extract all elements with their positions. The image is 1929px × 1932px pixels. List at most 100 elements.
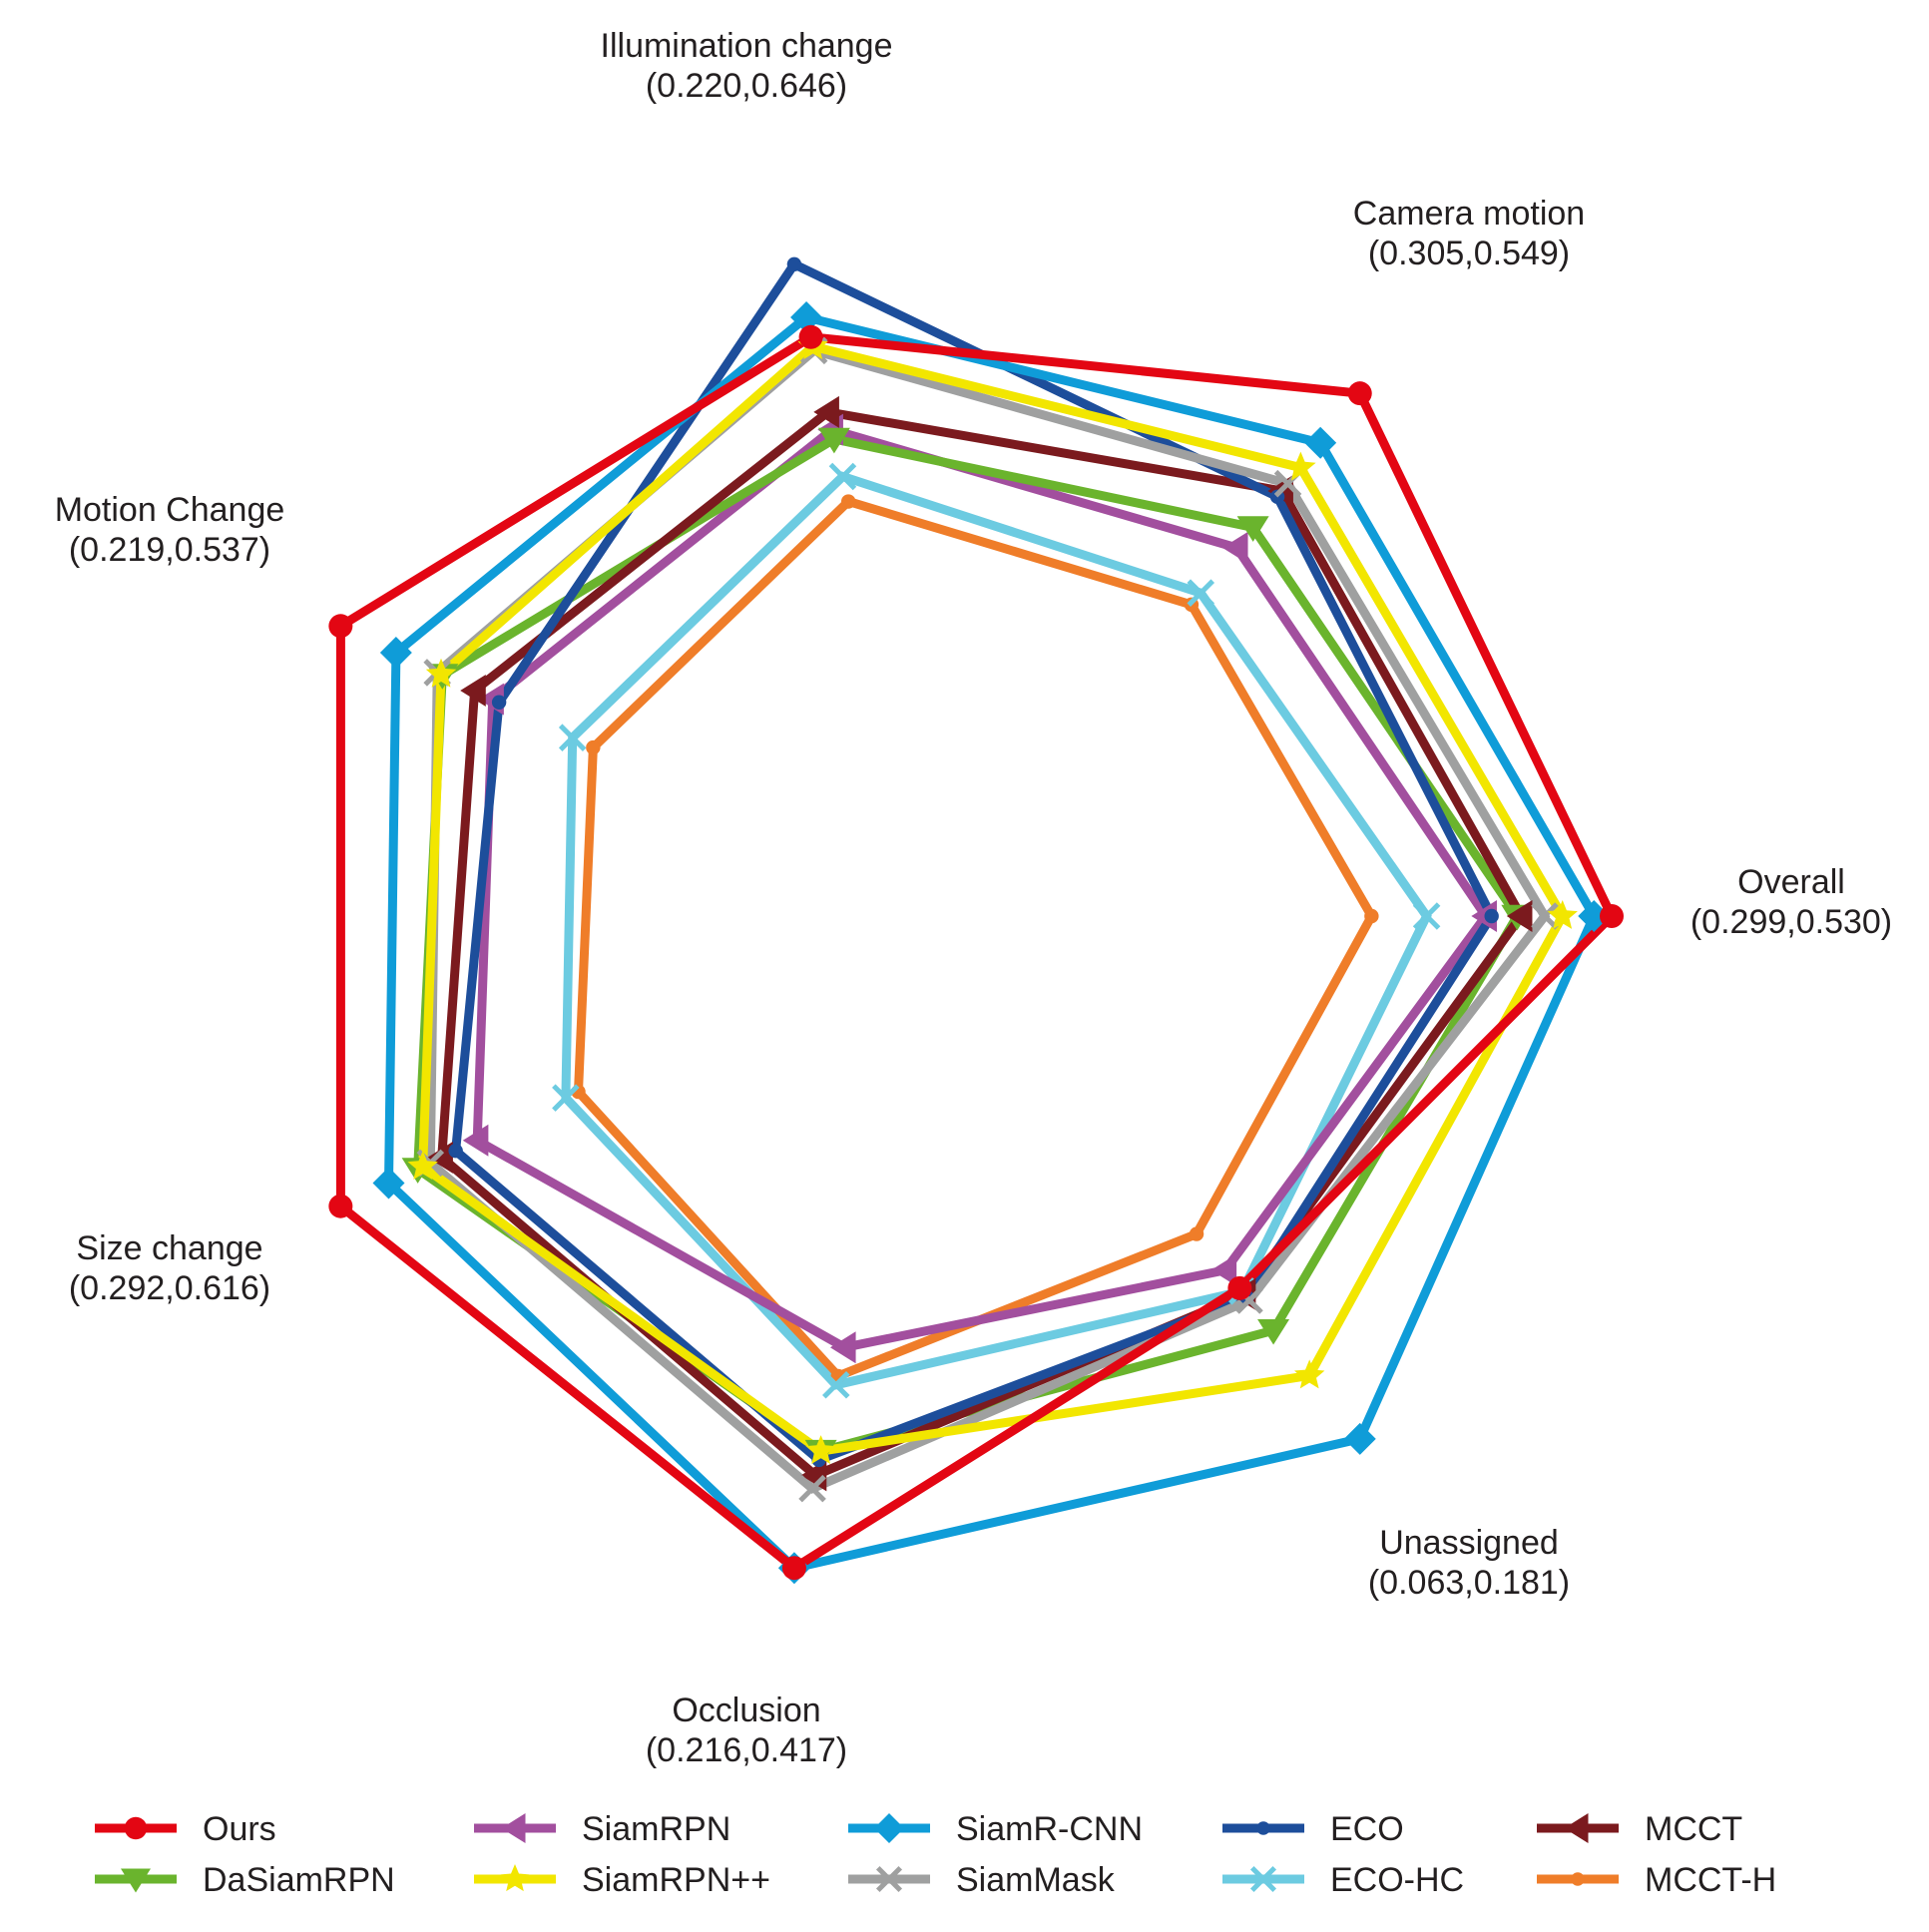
marker-ours-overall xyxy=(1600,904,1624,928)
marker-ours-motion-change xyxy=(328,614,353,639)
series-line-mcct-h xyxy=(573,496,1377,1382)
legend-item-dasiamrpn: DaSiamRPN xyxy=(95,1861,395,1899)
legend-marker-siamr-cnn xyxy=(874,1813,904,1843)
marker-siamrpn-motion-change xyxy=(425,658,457,688)
legend-marker-mcct-h xyxy=(1571,1872,1585,1886)
marker-siamr-cnn-unassigned xyxy=(1343,1422,1376,1455)
marker-ours-illumination-change xyxy=(798,324,823,349)
legend-marker-eco-hc xyxy=(1249,1865,1277,1893)
marker-siamrpn-overall xyxy=(1547,900,1578,929)
legend-marker-mcct xyxy=(1564,1813,1589,1843)
marker-siamr-cnn-camera-motion xyxy=(1304,426,1337,459)
legend-item-mcct-h: MCCT-H xyxy=(1537,1861,1776,1899)
legend-marker-eco xyxy=(1256,1821,1270,1835)
series-line-siamr-cnn xyxy=(383,312,1600,1574)
marker-siamr-cnn-motion-change xyxy=(379,637,412,670)
marker-eco-overall xyxy=(1484,908,1499,924)
marker-siamrpn-occlusion xyxy=(805,1435,836,1464)
legend-item-ours: Ours xyxy=(95,1810,276,1848)
legend-marker-siammask xyxy=(875,1865,903,1893)
marker-eco-hc-motion-change xyxy=(558,724,587,751)
legend-item-eco-hc: ECO-HC xyxy=(1222,1861,1464,1899)
marker-mcct-size-change xyxy=(427,1141,453,1174)
marker-mcct-illumination-change xyxy=(813,395,839,428)
marker-dasiamrpn-illumination-change xyxy=(817,427,850,454)
axis-range-overall: (0.299,0.530) xyxy=(1690,903,1892,941)
marker-eco-hc-camera-motion xyxy=(1187,579,1215,607)
marker-siamrpn-occlusion xyxy=(829,1331,856,1364)
legend-label-eco-hc: ECO-HC xyxy=(1330,1861,1464,1899)
axis-label-illumination-change: Illumination change xyxy=(601,27,893,65)
axis-label-camera-motion: Camera motion xyxy=(1353,195,1585,233)
legend-label-siamrpn: SiamRPN xyxy=(582,1810,730,1848)
axis-range-illumination-change: (0.220,0.646) xyxy=(646,67,847,105)
axis-label-occlusion: Occlusion xyxy=(672,1691,820,1729)
marker-ours-camera-motion xyxy=(1347,381,1372,406)
legend-item-siammask: SiamMask xyxy=(848,1861,1116,1899)
legend-label-siamrpn: SiamRPN++ xyxy=(582,1861,770,1899)
legend: Ours DaSiamRPN SiamRPN SiamRPN++ SiamR-CNN Si… xyxy=(95,1810,1776,1899)
marker-eco-hc-illumination-change xyxy=(828,462,857,491)
marker-eco-hc-size-change xyxy=(552,1084,580,1112)
marker-eco-size-change xyxy=(448,1143,463,1159)
legend-label-siamr-cnn: SiamR-CNN xyxy=(956,1810,1143,1848)
legend-item-siamrpn: SiamRPN xyxy=(474,1810,730,1848)
marker-eco-hc-overall xyxy=(1412,902,1441,930)
legend-label-eco: ECO xyxy=(1330,1810,1404,1848)
legend-item-siamrpn: SiamRPN++ xyxy=(474,1861,770,1899)
marker-eco-hc-occlusion xyxy=(822,1371,850,1399)
legend-marker-siamrpn xyxy=(501,1813,526,1843)
marker-siamrpn-camera-motion xyxy=(1285,451,1316,481)
marker-siammask-occlusion xyxy=(798,1474,826,1503)
series-polygons xyxy=(335,258,1618,1574)
marker-dasiamrpn-camera-motion xyxy=(1236,516,1269,542)
axis-range-camera-motion: (0.305,0.549) xyxy=(1368,235,1570,272)
marker-mcct-h-motion-change xyxy=(586,739,601,755)
marker-siamr-cnn-illumination-change xyxy=(790,300,823,333)
legend-item-mcct: MCCT xyxy=(1537,1810,1742,1848)
legend-item-eco: ECO xyxy=(1222,1810,1404,1848)
legend-marker-ours xyxy=(124,1816,148,1840)
legend-label-mcct: MCCT xyxy=(1645,1810,1742,1848)
marker-ours-occlusion xyxy=(781,1556,806,1581)
marker-siamr-cnn-overall xyxy=(1578,900,1611,932)
axis-range-occlusion: (0.216,0.417) xyxy=(646,1731,847,1769)
marker-ours-unassigned xyxy=(1227,1275,1252,1300)
marker-mcct-h-overall xyxy=(1364,908,1379,924)
marker-ours-size-change xyxy=(328,1194,353,1218)
legend-label-dasiamrpn: DaSiamRPN xyxy=(203,1861,395,1899)
marker-siamrpn-camera-motion xyxy=(1221,531,1248,564)
series-line-siamrpn xyxy=(418,341,1568,1456)
axis-range-size-change: (0.292,0.616) xyxy=(69,1269,270,1307)
marker-siamrpn-unassigned xyxy=(1210,1253,1237,1286)
marker-siamrpn-size-change xyxy=(407,1151,438,1180)
series-line-ours xyxy=(335,332,1618,1574)
axis-range-unassigned: (0.063,0.181) xyxy=(1368,1564,1570,1602)
axis-range-motion-change: (0.219,0.537) xyxy=(69,531,270,569)
marker-mcct-motion-change xyxy=(460,674,486,707)
legend-label-siammask: SiamMask xyxy=(956,1861,1116,1899)
legend-label-ours: Ours xyxy=(203,1810,276,1848)
series-line-eco-hc xyxy=(561,471,1432,1390)
series-line-siamrpn xyxy=(472,424,1492,1352)
legend-marker-siamrpn xyxy=(500,1864,530,1892)
axis-label-unassigned: Unassigned xyxy=(1379,1524,1559,1562)
marker-siamr-cnn-size-change xyxy=(372,1167,405,1200)
series-markers xyxy=(328,256,1624,1585)
legend-item-siamr-cnn: SiamR-CNN xyxy=(848,1810,1143,1848)
marker-mcct-overall xyxy=(1506,900,1533,932)
marker-mcct-h-illumination-change xyxy=(840,494,856,509)
axis-label-motion-change: Motion Change xyxy=(55,491,285,529)
marker-dasiamrpn-unassigned xyxy=(1257,1318,1290,1345)
marker-siamrpn-size-change xyxy=(462,1124,489,1157)
axis-labels: Overall(0.299,0.530) Camera motion(0.305,… xyxy=(55,27,1892,1769)
legend-label-mcct-h: MCCT-H xyxy=(1645,1861,1776,1899)
marker-mcct-h-unassigned xyxy=(1189,1226,1205,1241)
marker-siamrpn-overall xyxy=(1471,900,1497,932)
marker-siamrpn-unassigned xyxy=(1294,1359,1325,1389)
axis-label-size-change: Size change xyxy=(76,1229,262,1267)
axis-label-overall: Overall xyxy=(1737,863,1845,901)
marker-eco-illumination-change xyxy=(786,256,802,271)
marker-siammask-overall xyxy=(1531,902,1559,930)
